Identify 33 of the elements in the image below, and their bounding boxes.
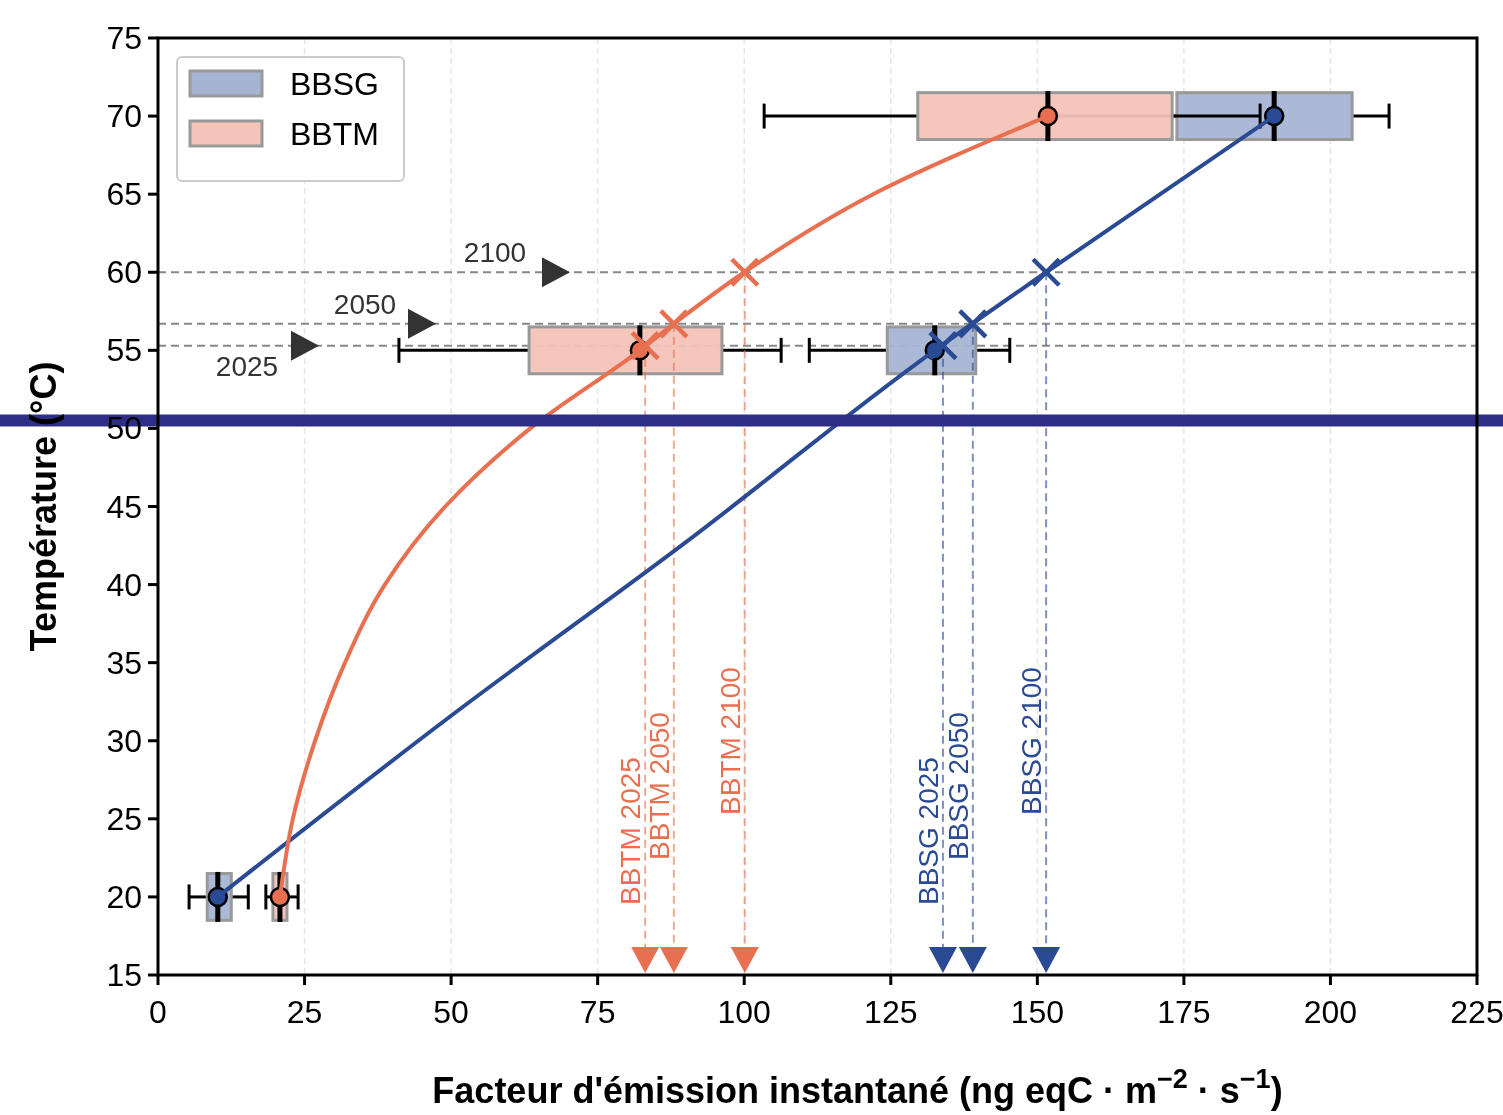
annotation: 2100 <box>463 237 527 269</box>
y-tick-label: 55 <box>106 332 142 369</box>
y-tick-label: 35 <box>106 644 142 681</box>
x-tick-label: 225 <box>1450 994 1503 1030</box>
y-tick-label: 45 <box>106 488 142 525</box>
y-tick-label: 40 <box>106 566 142 603</box>
x-tick-label: 150 <box>1010 994 1065 1030</box>
y-tick-label: 75 <box>106 20 142 56</box>
ref-line-label: BBTM 2100 <box>714 667 746 815</box>
y-tick-label: 20 <box>106 878 142 915</box>
y-tick-label: 60 <box>106 254 142 291</box>
x-tick-label: 100 <box>717 994 771 1030</box>
x-tick-label: 200 <box>1303 994 1358 1030</box>
ref-line-label: BBSG 2050 <box>942 712 974 860</box>
legend-label: BBTM <box>290 116 379 152</box>
x-tick-label: 125 <box>864 994 918 1030</box>
x-tick-label: 0 <box>149 994 167 1030</box>
x-tick-label: 175 <box>1157 994 1211 1030</box>
y-axis-title: Température (°C) <box>23 361 64 652</box>
x-tick-label: 50 <box>433 994 469 1030</box>
legend-label: BBSG <box>290 66 379 102</box>
y-tick-label: 30 <box>106 722 142 759</box>
annotation: 2025 <box>215 350 279 382</box>
y-tick-label: 70 <box>106 98 142 135</box>
ref-line-label: BBSG 2025 <box>912 757 944 905</box>
y-tick-label: 25 <box>106 800 142 837</box>
y-tick-label: 65 <box>106 176 142 213</box>
ref-line-label: BBSG 2100 <box>1016 667 1048 815</box>
y-tick-label: 15 <box>106 957 142 993</box>
x-axis-title: Facteur d'émission instantané (ng eqC · m$^{−2}$ · s$^{−1}$) <box>432 1064 1283 1111</box>
x-tick-label: 75 <box>579 994 616 1030</box>
x-tick-label: 25 <box>286 994 323 1030</box>
annotation: 2050 <box>333 288 397 320</box>
